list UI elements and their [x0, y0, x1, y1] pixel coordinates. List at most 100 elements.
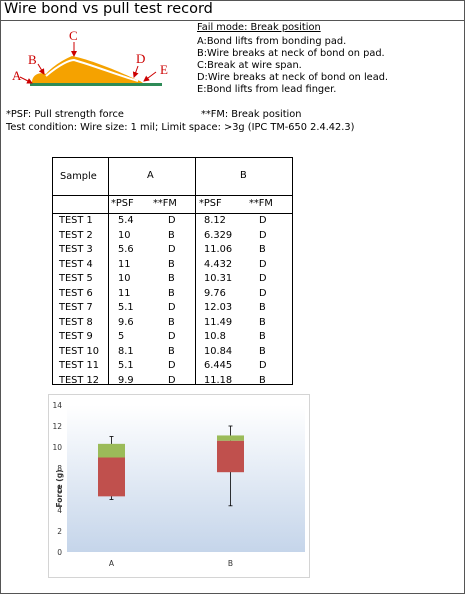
fail-mode-item: A:Bond lifts from bonding pad.: [197, 36, 347, 47]
label-c: C: [69, 28, 78, 43]
fm-subheader: **FM: [249, 198, 273, 209]
fm-b-cell: B: [259, 331, 266, 342]
fm-note: **FM: Break position: [201, 109, 302, 120]
y-tick-label: 10: [52, 443, 62, 452]
fm-a-cell: B: [168, 273, 175, 284]
x-tick-label: A: [109, 559, 115, 568]
sample-cell: TEST 7: [59, 302, 93, 313]
psf-b-cell: 9.76: [204, 287, 226, 299]
fm-b-cell: D: [259, 287, 267, 299]
sample-cell: TEST 12: [59, 374, 99, 386]
ball-bond-shape: [32, 56, 143, 83]
fm-b-cell: B: [259, 302, 266, 313]
table-divider: [53, 213, 292, 214]
fm-a-cell: D: [168, 374, 176, 386]
fm-a-cell: D: [168, 244, 176, 255]
psf-a-cell: 9.9: [118, 374, 134, 386]
table-divider: [195, 158, 196, 384]
psf-a-cell: 5: [118, 331, 125, 342]
fm-b-cell: D: [259, 273, 267, 284]
arrow-d: [132, 65, 139, 78]
psf-a-cell: 10: [118, 273, 131, 284]
psf-a-cell: 9.6: [118, 316, 134, 328]
label-a: A: [12, 68, 22, 83]
wire-bond-diagram: A B C D E: [10, 24, 190, 106]
fail-mode-item: C:Break at wire span.: [197, 60, 302, 71]
sample-cell: TEST 5: [59, 273, 93, 284]
psf-b-cell: 11.06: [204, 244, 233, 255]
psf-subheader: *PSF: [111, 198, 134, 209]
psf-b-cell: 6.445: [204, 360, 233, 371]
fm-b-cell: D: [259, 215, 267, 226]
psf-a-cell: 11: [118, 287, 131, 299]
psf-b-cell: 11.18: [204, 374, 233, 386]
psf-subheader: *PSF: [199, 198, 222, 209]
fm-a-cell: B: [168, 287, 175, 299]
fm-a-cell: D: [168, 360, 176, 371]
fm-a-cell: D: [168, 215, 176, 226]
x-tick-label: B: [228, 559, 233, 568]
arrow-e: [143, 71, 157, 82]
fm-subheader: **FM: [153, 198, 177, 209]
psf-b-cell: 10.84: [204, 345, 233, 357]
psf-b-cell: 4.432: [204, 258, 233, 270]
psf-note: *PSF: Pull strength force: [6, 109, 124, 120]
sample-cell: TEST 8: [59, 316, 93, 328]
box-lower-A: [98, 457, 125, 497]
arrow-b: [37, 63, 45, 75]
fm-b-cell: B: [259, 316, 266, 328]
group-b-header: B: [240, 170, 247, 181]
y-tick-label: 6: [57, 485, 62, 494]
pull-force-chart: 0 2 4 6 8 10 12 14 Force (g) A B: [48, 394, 310, 578]
fm-a-cell: D: [168, 302, 176, 313]
y-tick-label: 8: [57, 464, 62, 473]
y-tick-label: 4: [57, 506, 62, 515]
sample-cell: TEST 9: [59, 331, 93, 342]
sample-header: Sample: [60, 171, 97, 182]
fm-b-cell: D: [259, 229, 267, 241]
psf-b-cell: 12.03: [204, 302, 233, 313]
fm-a-cell: D: [168, 331, 176, 342]
psf-a-cell: 5.1: [118, 360, 134, 371]
fm-a-cell: B: [168, 316, 175, 328]
label-d: D: [136, 51, 145, 66]
arrow-a: [19, 76, 33, 84]
fail-mode-heading: Fail mode: Break position: [197, 22, 321, 33]
box-upper-A: [98, 443, 125, 458]
table-divider: [53, 195, 292, 196]
psf-b-cell: 10.8: [204, 331, 226, 342]
psf-a-cell: 5.4: [118, 215, 134, 226]
psf-a-cell: 5.6: [118, 244, 134, 255]
fm-b-cell: B: [259, 345, 266, 357]
fm-b-cell: D: [259, 258, 267, 270]
sample-cell: TEST 1: [59, 215, 93, 226]
fm-b-cell: D: [259, 360, 267, 371]
fail-mode-item: B:Wire breaks at neck of bond on pad.: [197, 48, 385, 59]
y-tick-label: 2: [57, 527, 62, 536]
fm-b-cell: B: [259, 244, 266, 255]
sample-cell: TEST 11: [59, 360, 99, 371]
psf-b-cell: 11.49: [204, 316, 233, 328]
pull-test-table: Sample A B *PSF **FM *PSF **FM TEST 1 5.4…: [52, 157, 293, 386]
psf-a-cell: 5.1: [118, 302, 134, 313]
sample-cell: TEST 6: [59, 287, 93, 299]
group-a-header: A: [147, 170, 154, 181]
fail-mode-item: D:Wire breaks at neck of bond on lead.: [197, 72, 389, 83]
sample-cell: TEST 10: [59, 345, 99, 357]
fm-a-cell: B: [168, 229, 175, 241]
box-lower-B: [217, 440, 244, 473]
fm-a-cell: B: [168, 258, 175, 270]
psf-b-cell: 10.31: [204, 273, 233, 284]
table-divider: [108, 158, 109, 384]
sample-cell: TEST 3: [59, 244, 93, 255]
fm-b-cell: B: [259, 374, 266, 386]
test-condition-note: Test condition: Wire size: 1 mil; Limit …: [6, 122, 355, 133]
substrate-line: [30, 83, 162, 86]
sample-cell: TEST 2: [59, 229, 93, 241]
sample-cell: TEST 4: [59, 258, 93, 270]
title-divider: [0, 20, 465, 21]
y-tick-label: 0: [57, 548, 62, 557]
y-axis-label: Force (g): [55, 469, 64, 507]
fm-a-cell: B: [168, 345, 175, 357]
psf-b-cell: 6.329: [204, 229, 233, 241]
